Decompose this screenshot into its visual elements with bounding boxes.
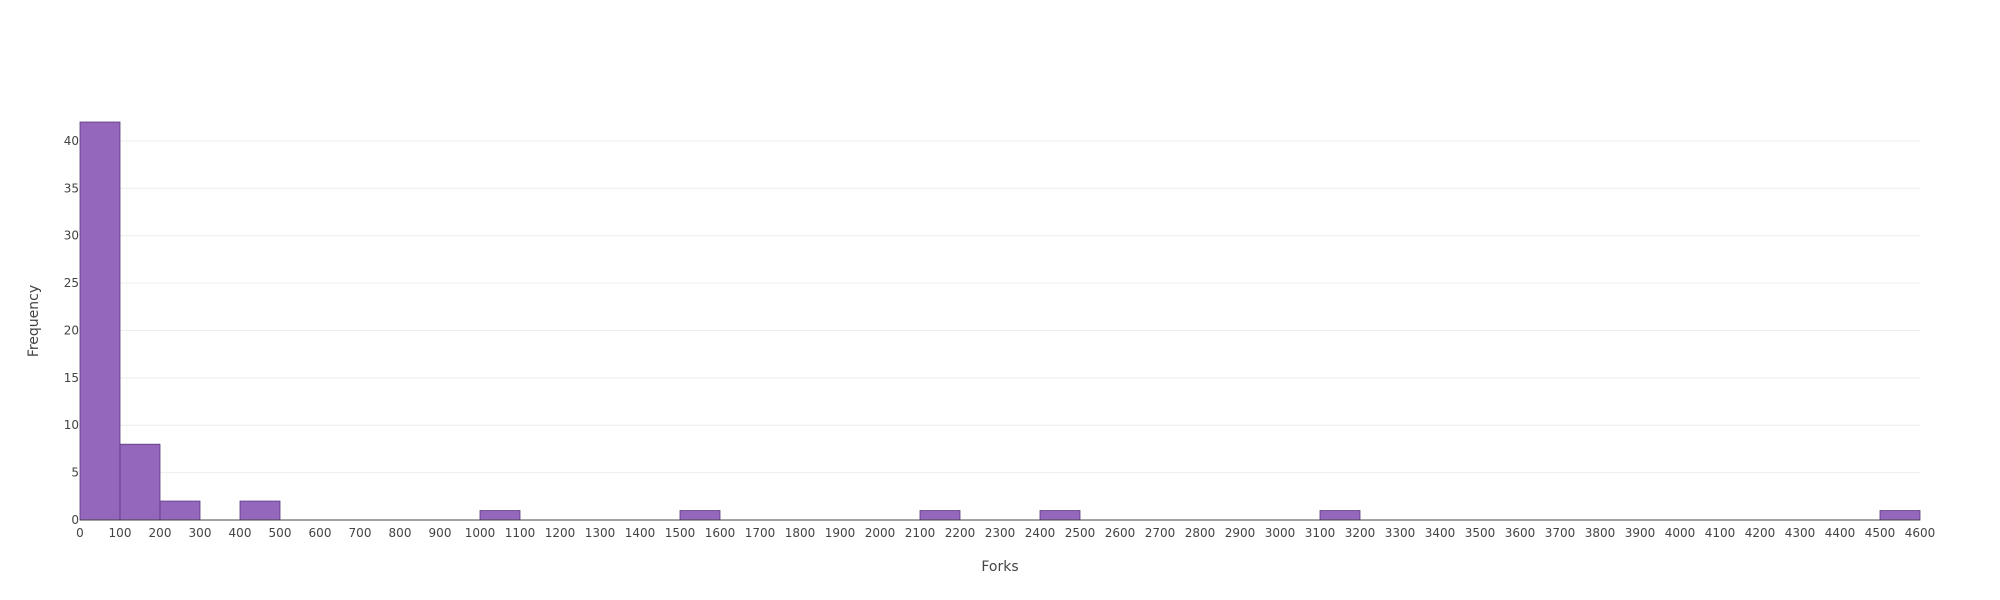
x-tick-label: 3100 [1305,526,1336,540]
x-tick-label: 1500 [665,526,696,540]
x-tick-label: 1100 [505,526,536,540]
y-tick-label: 30 [64,229,79,243]
histogram-bar [1879,510,1921,521]
histogram-bar [239,500,281,521]
x-tick-label: 1700 [745,526,776,540]
x-tick-label: 500 [269,526,292,540]
x-tick-label: 4500 [1865,526,1896,540]
y-tick-label: 20 [64,323,79,337]
x-tick-label: 1300 [585,526,616,540]
x-tick-label: 2900 [1225,526,1256,540]
x-tick-label: 4000 [1665,526,1696,540]
histogram-bar [919,510,961,521]
x-tick-label: 700 [349,526,372,540]
x-tick-labels: 0 100 200 300 400 500 600 700 800 900 1000 1100 1200… [76,526,1935,540]
y-tick-label: 25 [64,276,79,290]
histogram-bar [79,121,121,521]
y-tick-label: 15 [64,371,79,385]
x-tick-label: 2800 [1185,526,1216,540]
x-tick-label: 4200 [1745,526,1776,540]
x-tick-label: 300 [189,526,212,540]
x-tick-label: 1200 [545,526,576,540]
histogram-bar [159,500,201,521]
x-axis-title: Forks [981,559,1018,575]
x-tick-label: 900 [429,526,452,540]
bars [79,121,1921,521]
x-tick-label: 2400 [1025,526,1056,540]
x-tick-label: 1000 [465,526,496,540]
y-tick-labels: 0 5 10 15 20 25 30 35 40 [64,134,79,527]
y-tick-label: 10 [64,418,79,432]
x-tick-label: 2200 [945,526,976,540]
x-tick-label: 3200 [1345,526,1376,540]
x-tick-label: 4400 [1825,526,1856,540]
x-tick-label: 800 [389,526,412,540]
x-tick-label: 1600 [705,526,736,540]
x-tick-label: 0 [76,526,84,540]
x-tick-label: 3400 [1425,526,1456,540]
x-tick-label: 200 [149,526,172,540]
x-tick-label: 4600 [1905,526,1936,540]
histogram-bar [679,510,721,521]
x-tick-label: 2700 [1145,526,1176,540]
x-tick-label: 4300 [1785,526,1816,540]
y-tick-label: 35 [64,181,79,195]
x-tick-label: 3000 [1265,526,1296,540]
x-tick-label: 3800 [1585,526,1616,540]
x-tick-label: 2300 [985,526,1016,540]
x-tick-label: 2000 [865,526,896,540]
histogram-bar [479,510,521,521]
histogram-bar [1319,510,1361,521]
x-tick-label: 2600 [1105,526,1136,540]
x-tick-label: 400 [229,526,252,540]
x-tick-label: 3300 [1385,526,1416,540]
x-tick-label: 1800 [785,526,816,540]
x-tick-label: 100 [109,526,132,540]
y-tick-label: 5 [71,466,79,480]
histogram-bar [1039,510,1081,521]
x-tick-label: 1400 [625,526,656,540]
x-tick-label: 3900 [1625,526,1656,540]
y-axis-title: Frequency [26,285,42,357]
x-tick-label: 3600 [1505,526,1536,540]
x-tick-label: 4100 [1705,526,1736,540]
grid-lines [80,140,1920,474]
x-tick-label: 2100 [905,526,936,540]
x-tick-label: 600 [309,526,332,540]
y-tick-label: 0 [71,513,79,527]
x-tick-label: 1900 [825,526,856,540]
x-tick-label: 2500 [1065,526,1096,540]
y-tick-label: 40 [64,134,79,148]
histogram-bar [119,443,161,521]
x-tick-label: 3700 [1545,526,1576,540]
x-tick-label: 3500 [1465,526,1496,540]
